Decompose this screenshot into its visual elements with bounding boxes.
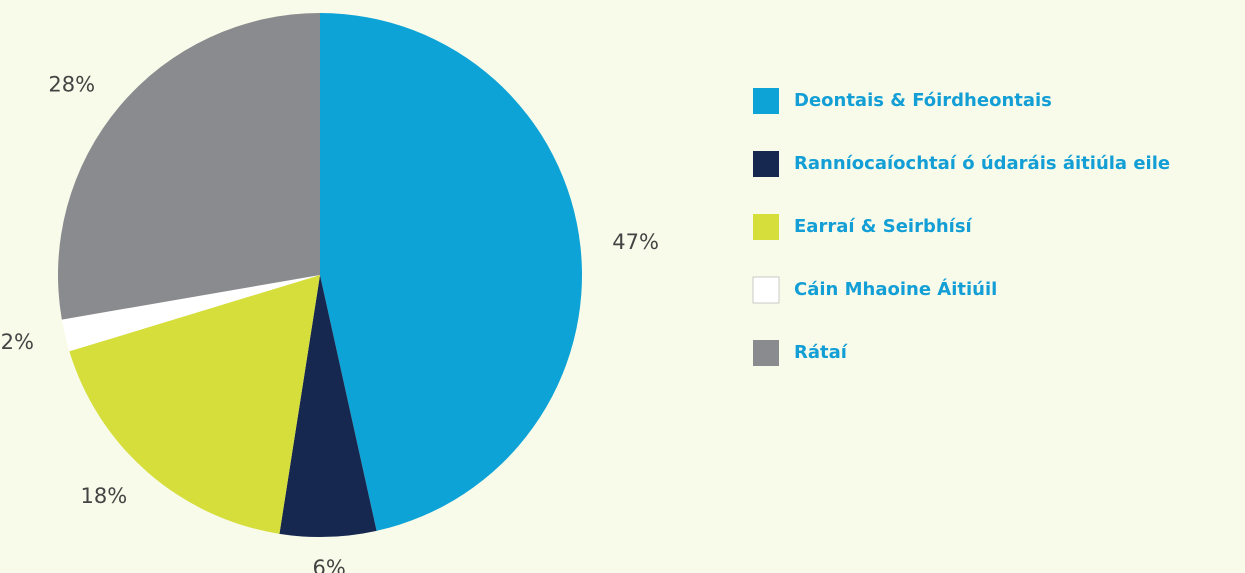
pie-slice: [61, 275, 320, 352]
legend-swatch: [752, 276, 780, 304]
legend-swatch: [753, 88, 779, 114]
pie-slice: [69, 275, 320, 534]
slice-label: 18%: [80, 484, 127, 508]
legend-swatch: [753, 340, 779, 366]
slice-label: 28%: [48, 73, 95, 97]
slice-label: 47%: [612, 230, 659, 254]
slice-label: 6%: [312, 556, 345, 573]
legend-label: Rátaí: [794, 342, 848, 363]
legend-label: Deontais & Fóirdheontais: [794, 90, 1052, 111]
pie-slice: [320, 13, 582, 531]
legend-label: Cáin Mhaoine Áitiúil: [794, 278, 997, 300]
legend-label: Ranníocaíochtaí ó údaráis áitiúla eile: [794, 153, 1170, 174]
slice-label: 2%: [1, 330, 34, 354]
legend-swatch: [753, 214, 779, 240]
pie-slice: [57, 13, 320, 320]
legend-swatch: [753, 151, 779, 177]
legend-label: Earraí & Seirbhísí: [794, 216, 973, 237]
pie-slice: [279, 275, 377, 538]
